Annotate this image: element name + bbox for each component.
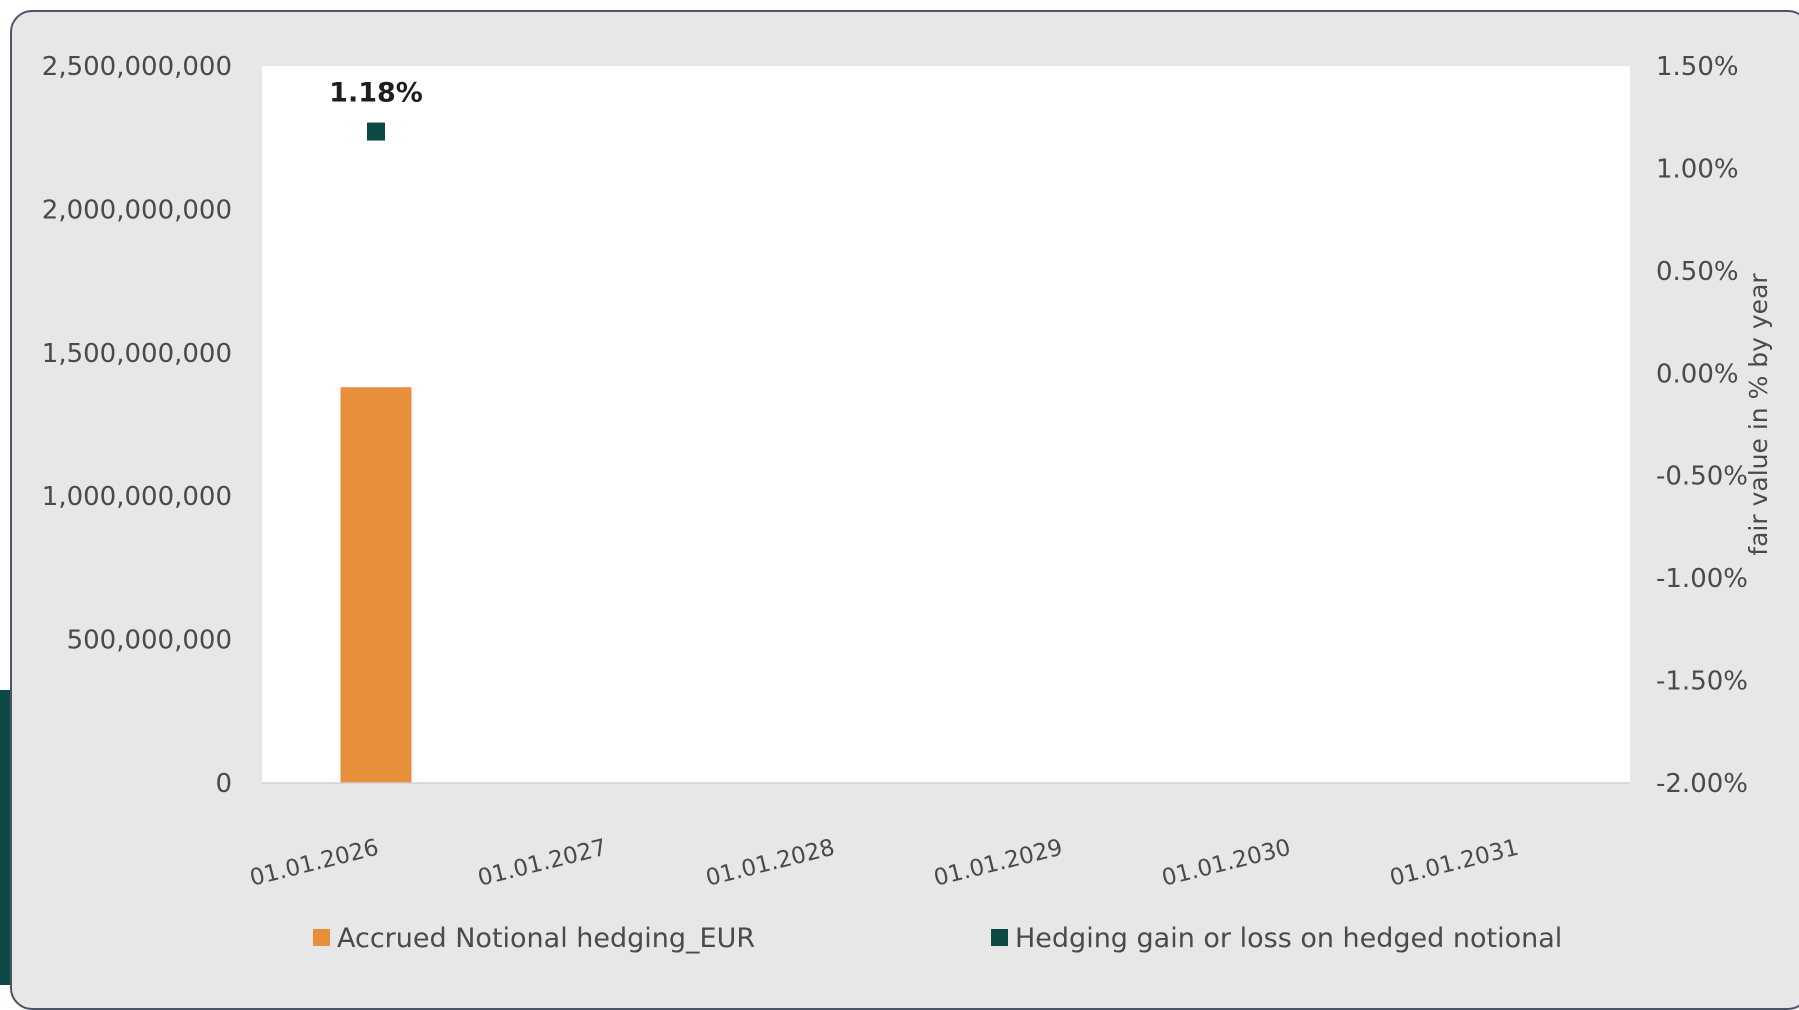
combo-chart: 0 500,000,000 1,000,000,000 1,500,000,000 2,… — [42, 52, 1773, 954]
x-tick-label: 01.01.2028 — [703, 835, 837, 892]
left-tick-label: 500,000,000 — [67, 626, 232, 656]
data-label: 1.18% — [329, 78, 423, 109]
left-tick-label: 1,500,000,000 — [42, 339, 232, 369]
right-axis: -2.00% -1.50% -1.00% -0.50% 0.00% 0.50% 1.00% 1… — [1656, 52, 1748, 799]
x-tick-label: 01.01.2027 — [475, 835, 609, 892]
scatter-point — [367, 122, 385, 141]
x-tick-label: 01.01.2026 — [247, 835, 381, 892]
right-tick-label: 1.00% — [1656, 154, 1739, 184]
left-axis: 0 500,000,000 1,000,000,000 1,500,000,000 2,… — [42, 52, 232, 799]
bar-series — [340, 387, 412, 783]
legend: Accrued Notional hedging_EUR Hedging gain… — [313, 923, 1562, 954]
left-tick-label: 2,000,000,000 — [42, 195, 232, 225]
left-tick-label: 1,000,000,000 — [42, 482, 232, 512]
x-tick-label: 01.01.2031 — [1387, 835, 1521, 892]
right-tick-label: -0.50% — [1656, 462, 1748, 492]
legend-label: Hedging gain or loss on hedged notional — [1015, 923, 1562, 954]
x-tick-label: 01.01.2029 — [931, 835, 1065, 892]
scatter-series: 1.18% — [329, 78, 423, 141]
legend-swatch — [991, 929, 1008, 946]
left-tick-label: 2,500,000,000 — [42, 52, 232, 82]
right-tick-label: -1.00% — [1656, 564, 1748, 594]
right-tick-label: 1.50% — [1656, 52, 1739, 82]
legend-label: Accrued Notional hedging_EUR — [337, 923, 755, 954]
legend-swatch — [313, 929, 330, 946]
left-tick-label: 0 — [215, 769, 232, 799]
right-tick-label: -2.00% — [1656, 769, 1748, 799]
right-tick-label: -1.50% — [1656, 667, 1748, 697]
bar — [340, 387, 412, 783]
x-tick-label: 01.01.2030 — [1159, 835, 1293, 892]
right-axis-title: fair value in % by year — [1744, 273, 1773, 556]
plot-area — [262, 66, 1630, 783]
right-tick-label: 0.00% — [1656, 359, 1739, 389]
x-axis: 01.01.2026 01.01.2027 01.01.2028 01.01.2029… — [247, 835, 1521, 892]
right-tick-label: 0.50% — [1656, 257, 1739, 287]
